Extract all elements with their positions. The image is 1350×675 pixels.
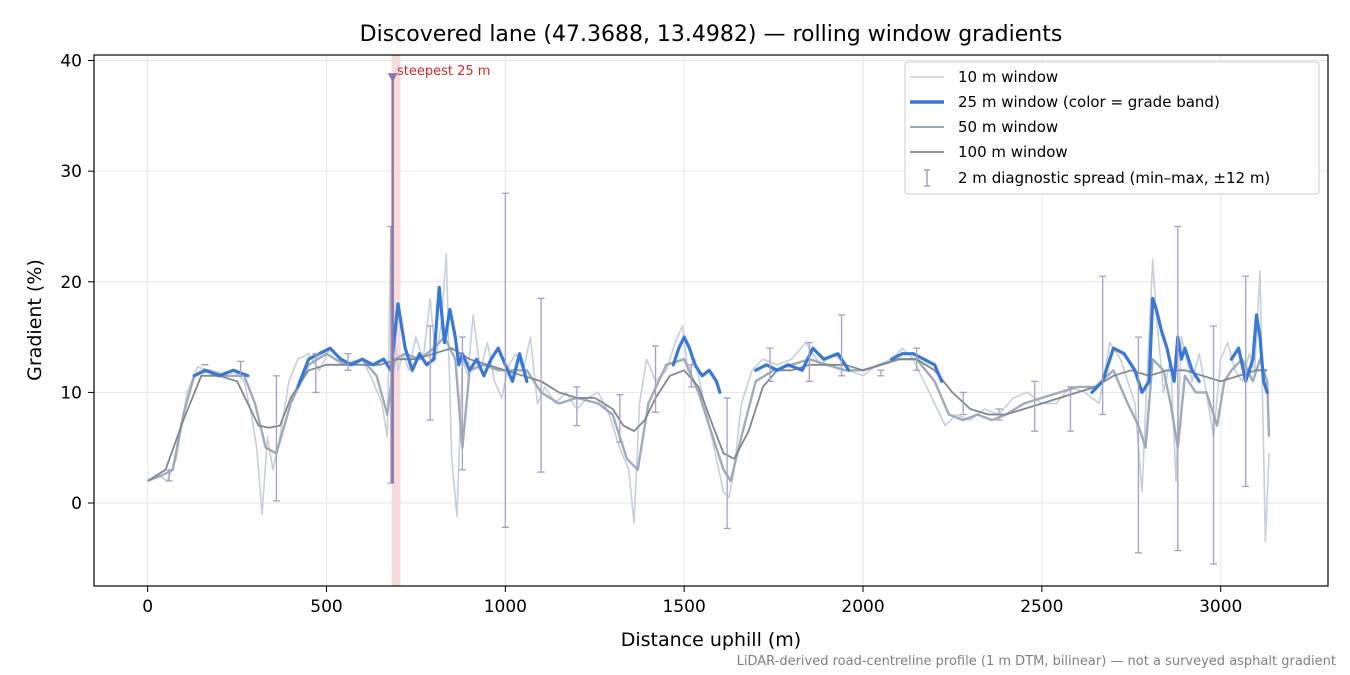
legend-box xyxy=(904,61,1320,195)
y-tick-label: 20 xyxy=(60,273,82,293)
x-tick-label: 2000 xyxy=(841,597,884,617)
chart-title: Discovered lane (47.3688, 13.4982) — rol… xyxy=(360,22,1063,47)
steepest-annotation: steepest 25 m xyxy=(397,64,490,79)
series-line-25m xyxy=(192,368,250,378)
legend-label-50m: 50 m window xyxy=(958,118,1058,136)
legend-label-10m: 10 m window xyxy=(958,68,1058,86)
marker-layer xyxy=(387,73,398,484)
series-line-25m xyxy=(1090,296,1201,394)
x-tick-label: 1500 xyxy=(663,597,706,617)
legend-label-25m: 25 m window (color = grade band) xyxy=(958,93,1220,111)
x-tick-label: 1000 xyxy=(484,597,527,617)
legend-label-100m: 100 m window xyxy=(958,143,1068,161)
y-tick-label: 10 xyxy=(60,383,82,403)
legend-label-errorbar: 2 m diagnostic spread (min–max, ±12 m) xyxy=(958,169,1270,187)
series-line-25m xyxy=(1229,313,1269,394)
plot-frame xyxy=(93,54,1329,587)
legend-swatch-errorbar xyxy=(924,169,930,187)
errorbar-layer xyxy=(165,192,1250,565)
y-tick-label: 30 xyxy=(60,162,82,182)
series-line-25m xyxy=(890,352,944,383)
x-tick-label: 500 xyxy=(310,597,342,617)
series-line-25m xyxy=(671,335,722,394)
y-axis-ticks: 0 10 20 30 40 xyxy=(60,52,94,514)
y-axis-label: Gradient (%) xyxy=(24,259,46,381)
chart-legend: 10 m window 25 m window (color = grade b… xyxy=(904,61,1320,195)
y-tick-label: 40 xyxy=(60,52,82,72)
footnote: LiDAR-derived road-centreline profile (1… xyxy=(737,654,1336,669)
x-axis-ticks: 0 500 1000 1500 2000 2500 3000 xyxy=(142,586,1242,617)
steepest-marker-icon xyxy=(387,73,398,83)
x-axis-label: Distance uphill (m) xyxy=(621,629,801,651)
x-tick-label: 0 xyxy=(142,597,153,617)
x-tick-label: 2500 xyxy=(1020,597,1063,617)
y-tick-label: 0 xyxy=(71,494,82,514)
x-tick-label: 3000 xyxy=(1199,597,1242,617)
